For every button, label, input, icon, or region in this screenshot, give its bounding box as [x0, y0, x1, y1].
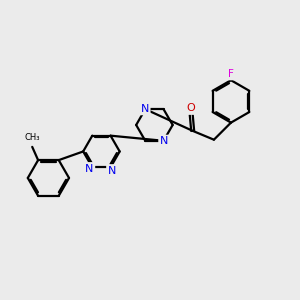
Text: O: O — [187, 103, 196, 113]
Text: CH₃: CH₃ — [25, 134, 40, 142]
Text: N: N — [160, 136, 168, 146]
Text: N: N — [85, 164, 94, 174]
Text: F: F — [228, 69, 234, 79]
Text: N: N — [108, 166, 116, 176]
Text: N: N — [140, 103, 149, 114]
